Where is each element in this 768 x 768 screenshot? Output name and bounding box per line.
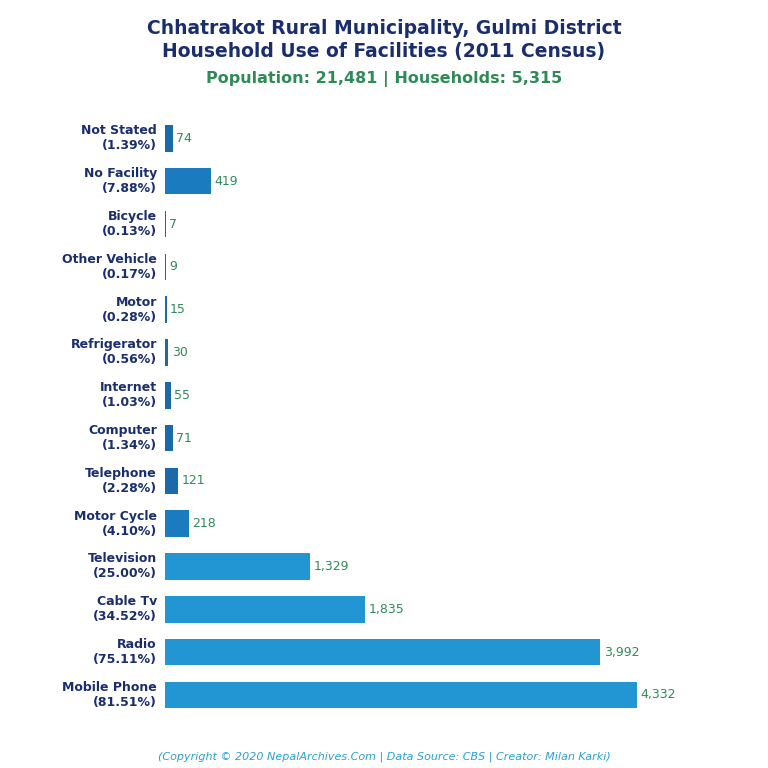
- Bar: [165, 468, 178, 494]
- Text: Household Use of Facilities (2011 Census): Household Use of Facilities (2011 Census…: [163, 42, 605, 61]
- Text: 121: 121: [181, 475, 205, 488]
- Bar: [165, 382, 171, 409]
- Text: Population: 21,481 | Households: 5,315: Population: 21,481 | Households: 5,315: [206, 71, 562, 87]
- Text: 1,329: 1,329: [313, 560, 349, 573]
- Text: 1,835: 1,835: [369, 603, 404, 616]
- Text: 7: 7: [169, 217, 177, 230]
- Text: 74: 74: [177, 132, 192, 145]
- Text: 4,332: 4,332: [641, 688, 677, 701]
- Bar: [165, 596, 366, 623]
- Bar: [165, 168, 210, 194]
- Text: 55: 55: [174, 389, 190, 402]
- Text: 218: 218: [192, 517, 216, 530]
- Text: 9: 9: [170, 260, 177, 273]
- Text: 15: 15: [170, 303, 186, 316]
- Bar: [165, 639, 601, 665]
- Bar: [165, 553, 310, 580]
- Text: (Copyright © 2020 NepalArchives.Com | Data Source: CBS | Creator: Milan Karki): (Copyright © 2020 NepalArchives.Com | Da…: [157, 751, 611, 762]
- Text: 30: 30: [172, 346, 187, 359]
- Text: 3,992: 3,992: [604, 646, 639, 658]
- Text: 71: 71: [176, 432, 192, 445]
- Bar: [165, 253, 166, 280]
- Text: Chhatrakot Rural Municipality, Gulmi District: Chhatrakot Rural Municipality, Gulmi Dis…: [147, 19, 621, 38]
- Bar: [165, 125, 174, 152]
- Bar: [165, 425, 173, 452]
- Bar: [165, 296, 167, 323]
- Bar: [165, 511, 189, 537]
- Bar: [165, 339, 168, 366]
- Bar: [165, 681, 637, 708]
- Text: 419: 419: [214, 175, 238, 187]
